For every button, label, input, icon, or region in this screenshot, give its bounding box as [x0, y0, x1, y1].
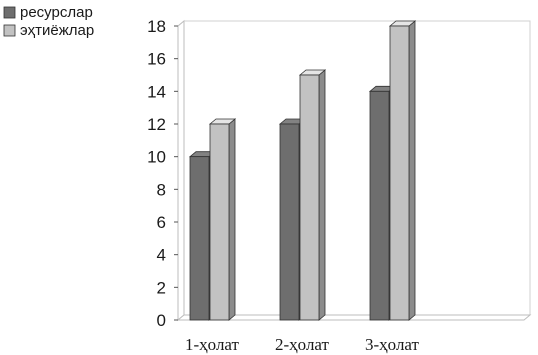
y-tick-label: 18	[147, 17, 166, 36]
bars	[188, 20, 417, 321]
y-tick-label: 6	[157, 213, 166, 232]
x-tick-label: 3-ҳолат	[365, 335, 420, 354]
x-axis: 1-ҳолат 2-ҳолат 3-ҳолат	[185, 335, 420, 354]
y-tick-label: 12	[147, 115, 166, 134]
y-tick-label: 10	[147, 148, 166, 167]
side-wall	[177, 19, 185, 322]
back-wall	[184, 20, 531, 316]
y-axis: 0 2 4 6 8 10 12 14 16 18	[147, 17, 178, 330]
y-tick-label: 2	[157, 278, 166, 297]
bar	[208, 118, 237, 321]
legend-label: эҳтиёжлар	[20, 22, 94, 39]
x-tick-label: 2-ҳолат	[275, 335, 330, 354]
legend-label: ресурслар	[20, 4, 93, 21]
y-tick-label: 8	[157, 180, 166, 199]
y-tick-label: 4	[157, 246, 166, 265]
x-tick-label: 1-ҳолат	[185, 335, 240, 354]
y-tick-label: 0	[157, 311, 166, 330]
bar	[298, 69, 327, 321]
bar	[388, 20, 417, 321]
y-tick-label: 16	[147, 50, 166, 69]
legend-swatch	[3, 24, 16, 37]
legend-swatch	[3, 6, 16, 19]
y-tick-label: 14	[147, 82, 166, 101]
